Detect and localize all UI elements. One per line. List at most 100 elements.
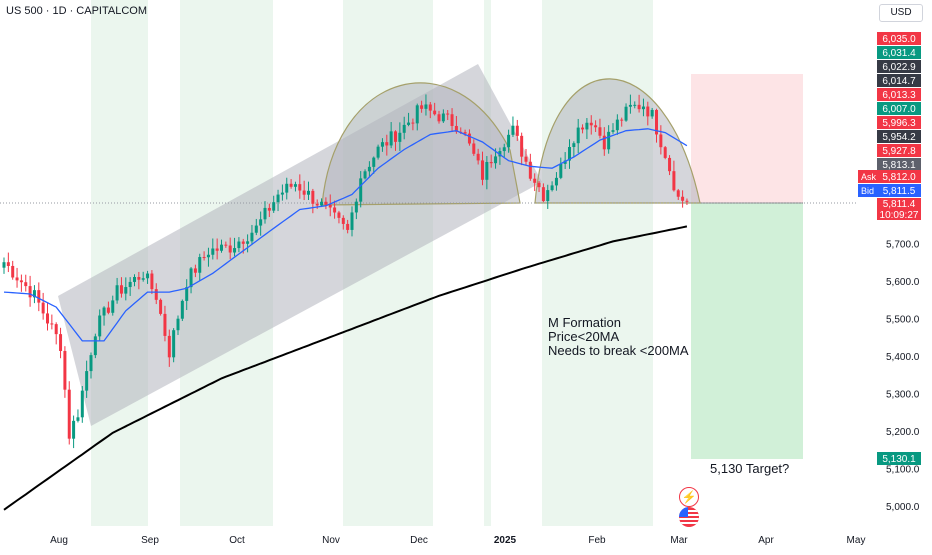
candle-body xyxy=(333,207,337,213)
candle xyxy=(407,112,411,127)
candle xyxy=(533,173,537,192)
candle xyxy=(507,129,511,153)
candle xyxy=(433,102,437,116)
candle-body xyxy=(389,131,393,146)
symbol-title[interactable]: US 500 · 1D · CAPITALCOM xyxy=(6,5,147,17)
candle-body xyxy=(594,125,598,128)
candle xyxy=(324,197,328,210)
candle-body xyxy=(337,212,341,218)
candle xyxy=(363,169,367,180)
candle xyxy=(341,215,345,230)
candle xyxy=(663,145,667,160)
us-flag-icon[interactable] xyxy=(679,507,699,527)
flash-icon[interactable]: ⚡ xyxy=(679,487,699,507)
candle xyxy=(550,181,554,192)
candle xyxy=(206,247,210,267)
candle-body xyxy=(276,194,280,203)
candle xyxy=(537,181,541,193)
candle xyxy=(659,125,663,155)
candle xyxy=(267,203,271,217)
candles xyxy=(2,94,689,449)
candle-body xyxy=(641,106,645,110)
candle xyxy=(602,127,606,156)
candle-body xyxy=(246,241,250,244)
candle xyxy=(137,271,141,290)
candle-body xyxy=(285,183,289,193)
candle xyxy=(380,138,384,152)
candle-body xyxy=(320,201,324,206)
candle xyxy=(289,179,293,189)
candle-body xyxy=(372,157,376,167)
candle-body xyxy=(467,133,471,144)
candle-body xyxy=(485,162,489,180)
candle xyxy=(489,154,493,168)
candle-body xyxy=(224,244,228,246)
candle-body xyxy=(398,132,402,142)
candle xyxy=(428,101,432,119)
candle-body xyxy=(476,153,480,161)
candle xyxy=(467,129,471,146)
candle-body xyxy=(146,273,150,279)
candle-body xyxy=(624,106,628,121)
candle-body xyxy=(481,160,484,180)
candle xyxy=(67,381,71,445)
x-tick-label: Aug xyxy=(50,535,68,546)
candle xyxy=(520,132,524,166)
x-tick-label: Sep xyxy=(141,535,159,546)
candle xyxy=(402,116,406,140)
candle xyxy=(354,198,358,220)
price-label-bg xyxy=(877,144,921,157)
price-label: 6,035.0 xyxy=(882,34,916,45)
candle-body xyxy=(546,190,550,202)
candle-body xyxy=(54,324,58,335)
candle-body xyxy=(11,265,15,278)
currency-selector[interactable]: USD xyxy=(879,4,923,22)
candle-body xyxy=(494,156,498,164)
candle-body xyxy=(93,336,97,356)
candle xyxy=(133,274,136,287)
candle xyxy=(554,172,558,191)
candle xyxy=(511,116,515,137)
candle xyxy=(372,156,376,174)
price-label: 6,013.3 xyxy=(882,90,916,101)
x-tick-label: Dec xyxy=(410,535,428,546)
candle-body xyxy=(102,307,106,316)
price-label-bg xyxy=(877,46,921,59)
candle-body xyxy=(568,146,571,161)
candle-body xyxy=(163,313,167,336)
candle-body xyxy=(354,201,358,213)
candle-body xyxy=(137,276,141,280)
y-tick-label: 5,400.0 xyxy=(886,352,920,363)
x-tick-label: Oct xyxy=(229,535,245,546)
ask-tag: Ask xyxy=(861,172,877,182)
candle xyxy=(276,189,280,212)
candle-body xyxy=(663,147,667,158)
candle xyxy=(211,238,215,260)
candle xyxy=(637,94,641,113)
candle xyxy=(650,107,654,119)
candle xyxy=(167,329,171,367)
candle-body xyxy=(420,105,424,109)
candle xyxy=(85,360,89,398)
candle xyxy=(285,177,289,200)
candle xyxy=(681,190,685,208)
candle xyxy=(115,277,119,304)
candle-body xyxy=(2,262,6,268)
candle xyxy=(589,115,593,135)
candle-body xyxy=(85,371,89,391)
candle xyxy=(541,183,545,203)
candle xyxy=(524,149,528,165)
candle xyxy=(298,174,302,199)
candle-body xyxy=(650,109,654,117)
x-tick-label: Mar xyxy=(670,535,688,546)
candle-body xyxy=(206,254,210,258)
candle xyxy=(472,139,476,156)
candle-body xyxy=(363,171,367,179)
candle-body xyxy=(637,104,641,110)
candle xyxy=(163,305,167,342)
candle-body xyxy=(189,268,193,288)
candle-body xyxy=(328,204,332,208)
candle-body xyxy=(402,124,406,133)
